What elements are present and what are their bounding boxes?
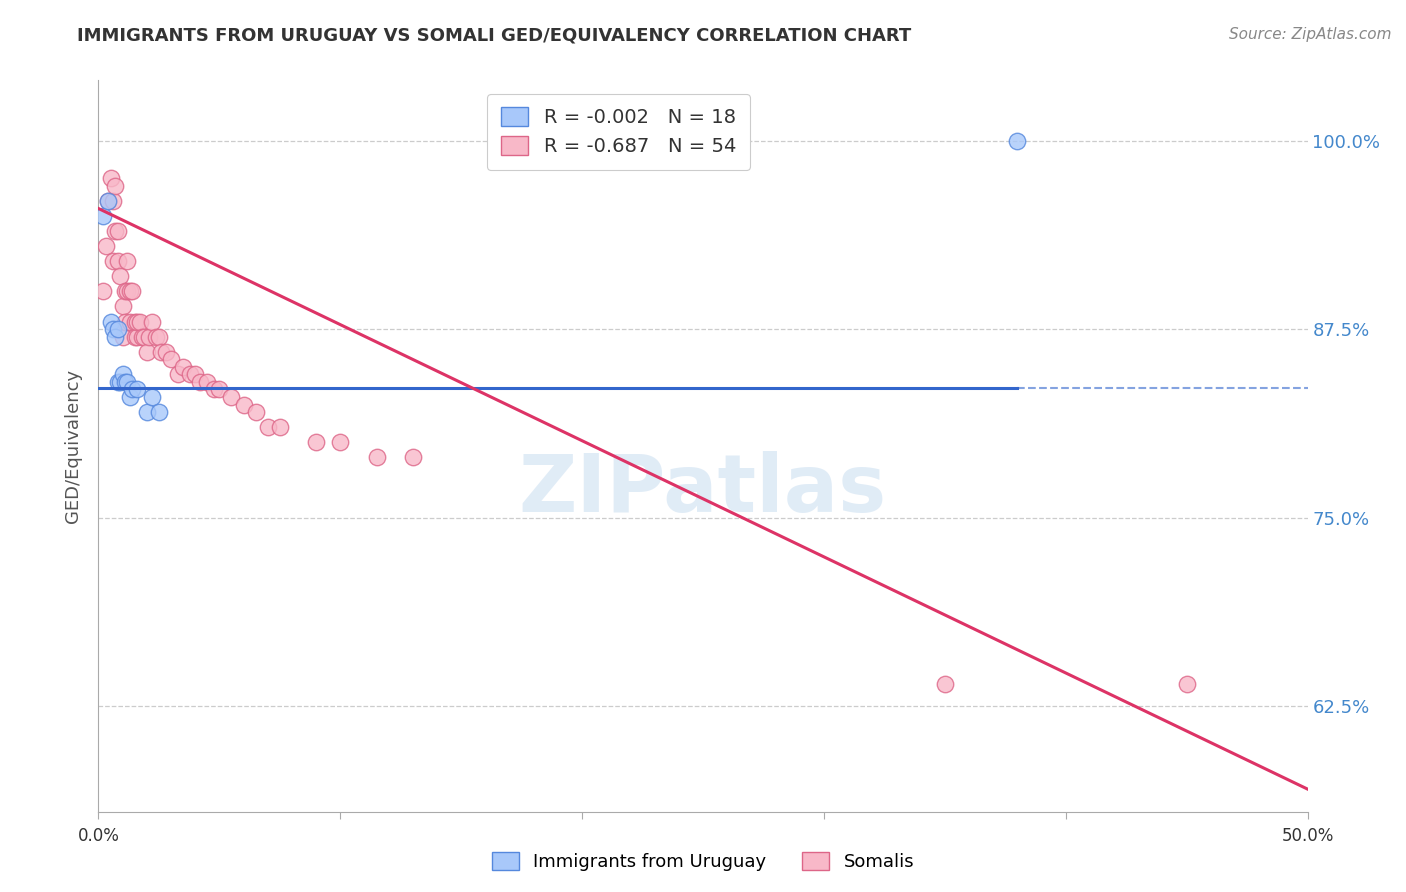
Point: [117, 285, 139, 299]
Point: [101, 254, 124, 268]
Point: [167, 368, 190, 382]
Point: [134, 329, 156, 343]
Point: [402, 450, 425, 465]
Point: [108, 375, 131, 389]
Text: 0.0%: 0.0%: [77, 827, 120, 845]
Point: [124, 329, 146, 343]
Legend: R = -0.002   N = 18, R = -0.687   N = 54: R = -0.002 N = 18, R = -0.687 N = 54: [486, 94, 749, 169]
Point: [114, 375, 136, 389]
Point: [256, 420, 278, 434]
Point: [104, 178, 127, 193]
Point: [107, 322, 129, 336]
Point: [188, 375, 211, 389]
Point: [100, 315, 122, 329]
Point: [366, 450, 388, 465]
Point: [1175, 676, 1198, 690]
Point: [117, 375, 139, 389]
Point: [179, 368, 201, 382]
Point: [150, 344, 173, 359]
Point: [114, 315, 136, 329]
Point: [114, 285, 136, 299]
Point: [131, 329, 153, 343]
Point: [118, 390, 141, 404]
Point: [101, 322, 124, 336]
Point: [221, 390, 243, 404]
Text: 50.0%: 50.0%: [1281, 827, 1334, 845]
Legend: Immigrants from Uruguay, Somalis: Immigrants from Uruguay, Somalis: [484, 846, 922, 879]
Point: [111, 300, 134, 314]
Text: IMMIGRANTS FROM URUGUAY VS SOMALI GED/EQUIVALENCY CORRELATION CHART: IMMIGRANTS FROM URUGUAY VS SOMALI GED/EQ…: [77, 27, 911, 45]
Point: [135, 405, 157, 419]
Point: [269, 420, 291, 434]
Point: [138, 329, 160, 343]
Point: [184, 368, 207, 382]
Point: [145, 329, 167, 343]
Point: [329, 435, 352, 450]
Point: [148, 405, 170, 419]
Point: [135, 344, 157, 359]
Point: [124, 315, 146, 329]
Point: [107, 224, 129, 238]
Point: [172, 359, 194, 374]
Y-axis label: GED/Equivalency: GED/Equivalency: [65, 369, 83, 523]
Point: [94, 239, 117, 253]
Point: [91, 285, 114, 299]
Point: [127, 315, 149, 329]
Point: [104, 329, 127, 343]
Point: [305, 435, 328, 450]
Point: [97, 194, 120, 208]
Point: [121, 285, 143, 299]
Point: [91, 209, 114, 223]
Point: [121, 383, 143, 397]
Point: [108, 269, 131, 284]
Point: [195, 375, 218, 389]
Point: [111, 329, 134, 343]
Point: [128, 315, 150, 329]
Point: [104, 224, 127, 238]
Point: [245, 405, 267, 419]
Point: [127, 383, 149, 397]
Point: [208, 383, 231, 397]
Text: Source: ZipAtlas.com: Source: ZipAtlas.com: [1229, 27, 1392, 42]
Point: [155, 344, 177, 359]
Point: [127, 329, 149, 343]
Point: [118, 315, 141, 329]
Point: [934, 676, 956, 690]
Point: [160, 352, 183, 367]
Point: [107, 375, 129, 389]
Point: [101, 194, 124, 208]
Point: [204, 383, 226, 397]
Point: [232, 398, 254, 412]
Point: [141, 390, 163, 404]
Text: ZIPatlas: ZIPatlas: [519, 450, 887, 529]
Point: [111, 368, 134, 382]
Point: [97, 194, 120, 208]
Point: [1007, 134, 1029, 148]
Point: [118, 285, 141, 299]
Point: [100, 171, 122, 186]
Point: [141, 315, 163, 329]
Point: [117, 254, 139, 268]
Point: [107, 254, 129, 268]
Point: [148, 329, 170, 343]
